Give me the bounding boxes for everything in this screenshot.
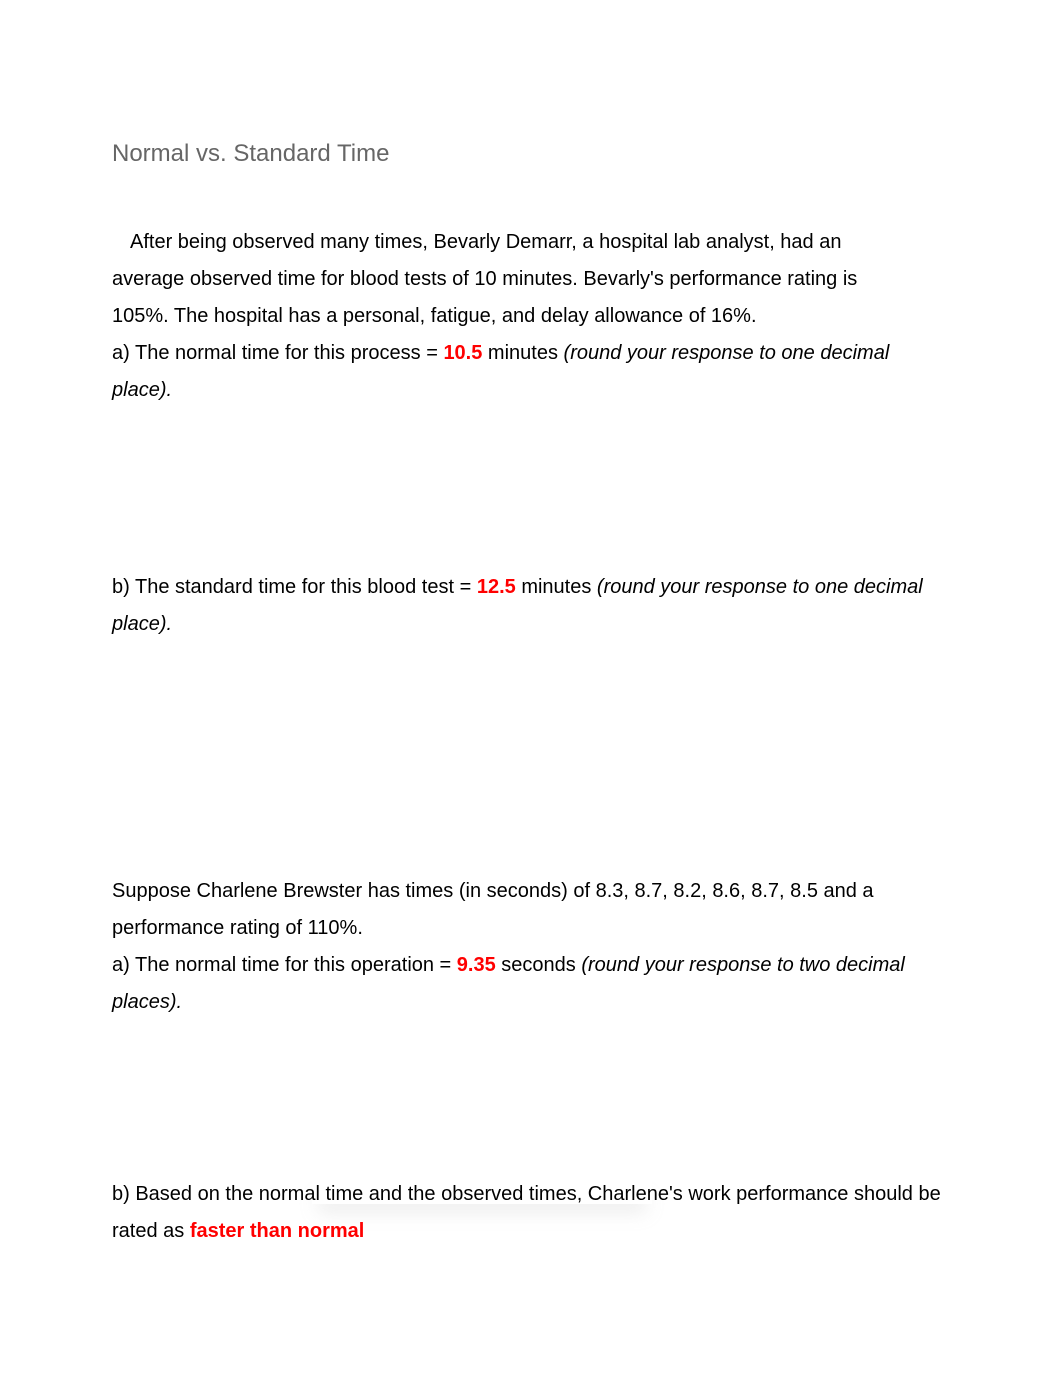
part-a-prefix: a) The normal time for this process = [112, 342, 443, 364]
problem-1-part-b: b) The standard time for this blood test… [112, 569, 950, 643]
problem-2-part-b: b) Based on the normal time and the obse… [112, 1176, 950, 1250]
problem-2-intro: Suppose Charlene Brewster has times (in … [112, 873, 950, 947]
part-b-line-2: b) Based on the normal time and the obse… [112, 1176, 950, 1250]
problem-2-part-a: a) The normal time for this operation = … [112, 947, 950, 1021]
problem-1: After being observed many times, Bevarly… [112, 224, 950, 409]
problem-1-intro-line1: After being observed many times, Bevarly… [112, 224, 950, 261]
problem-2: Suppose Charlene Brewster has times (in … [112, 873, 950, 1021]
part-a-answer-2: 9.35 [457, 954, 496, 976]
part-b-suffix: minutes [516, 576, 597, 598]
problem-1-intro-line3: 105%. The hospital has a personal, fatig… [112, 298, 950, 335]
part-a-prefix-2: a) The normal time for this operation = [112, 954, 457, 976]
part-b-prefix: b) The standard time for this blood test… [112, 576, 477, 598]
page-title: Normal vs. Standard Time [112, 140, 950, 168]
part-a-suffix-2: seconds [496, 954, 582, 976]
part-a-suffix: minutes [482, 342, 563, 364]
part-b-answer: 12.5 [477, 576, 516, 598]
part-a-answer: 10.5 [443, 342, 482, 364]
part-b-line: b) The standard time for this blood test… [112, 569, 950, 643]
problem-1-intro-line2: average observed time for blood tests of… [112, 261, 950, 298]
problem-1-part-a: a) The normal time for this process = 10… [112, 335, 950, 409]
part-b-answer-2: faster than normal [190, 1220, 364, 1242]
